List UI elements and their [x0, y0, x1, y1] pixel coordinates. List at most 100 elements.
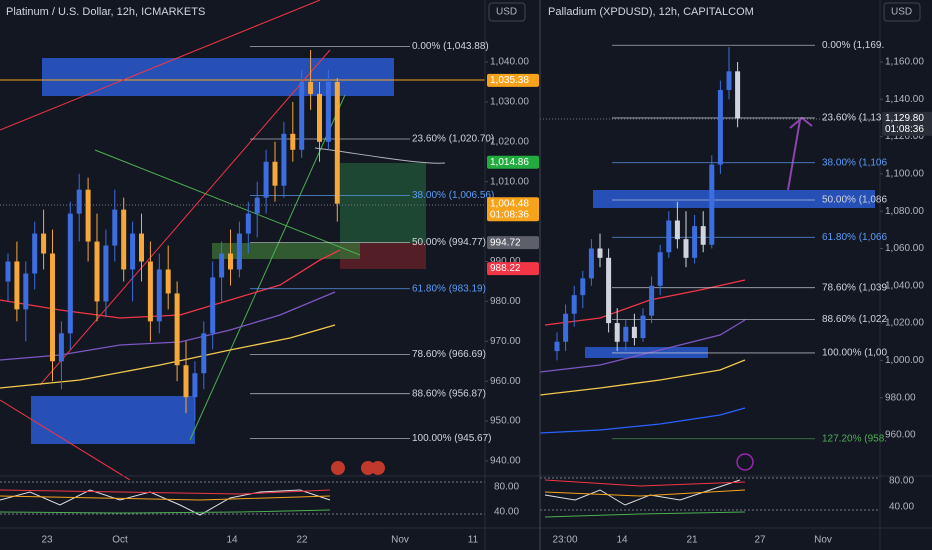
price-tick-label: 960.00	[490, 376, 521, 387]
price-tag-timer: 01:08:36	[885, 124, 924, 135]
price-tick-label: 1,000.00	[885, 355, 924, 366]
candle-body	[325, 81, 331, 142]
date-label: Oct	[112, 535, 128, 546]
candle-body	[85, 189, 91, 242]
price-tick-label: 1,060.00	[885, 243, 924, 254]
price-tag	[487, 236, 539, 250]
date-label: 14	[226, 535, 238, 546]
price-tag-label: 1,129.80	[885, 113, 924, 124]
price-tick-label: 940.00	[490, 456, 521, 467]
currency[interactable]: USD	[891, 7, 912, 18]
oscillators	[0, 475, 932, 529]
candle-body	[183, 365, 189, 398]
candle-body	[219, 253, 225, 278]
candle-body	[571, 295, 577, 314]
currency[interactable]: USD	[496, 7, 517, 18]
candle-body	[210, 277, 216, 334]
candle-body	[272, 161, 278, 186]
candle-body	[674, 220, 680, 240]
panel-title: Palladium (XPDUSD), 12h, CAPITALCOM	[548, 6, 754, 18]
candle-body	[130, 233, 136, 270]
fib-label: 78.60% (1,039	[822, 282, 887, 293]
fib-label: 127.20% (958.	[822, 433, 887, 444]
candle-body	[245, 213, 251, 234]
fib-label: 100.00% (945.67)	[412, 433, 492, 444]
candle-body	[623, 326, 629, 342]
candle-body	[709, 164, 715, 245]
candle-body	[717, 89, 723, 165]
candle-body	[228, 253, 233, 270]
candle-body	[290, 133, 296, 150]
price-tick-label: 1,160.00	[885, 57, 924, 68]
fib-label: 88.60% (1,022	[822, 314, 887, 325]
date-label: Nov	[391, 535, 409, 546]
candle-body	[112, 209, 118, 246]
candle-body	[683, 239, 689, 258]
candle-body	[299, 81, 305, 150]
candle-body	[640, 315, 646, 339]
candle-body	[67, 213, 73, 334]
candle-body	[14, 261, 20, 310]
candle-body	[236, 233, 242, 270]
candle-body	[563, 313, 569, 342]
date-label: 22	[296, 535, 308, 546]
price-tick-label: 970.00	[490, 336, 521, 347]
price-tick-label: 980.00	[885, 392, 916, 403]
candle-body	[308, 81, 314, 94]
panel-title: Platinum / U.S. Dollar, 12h, ICMARKETS	[6, 6, 205, 18]
date-label: 27	[754, 535, 766, 546]
candle-body	[649, 285, 655, 316]
candle-body	[254, 197, 260, 214]
candle-body	[606, 257, 612, 324]
price-tick-label: 1,120.00	[885, 131, 924, 142]
fib-label: 0.00% (1,169.	[822, 40, 884, 51]
price-tag	[487, 155, 539, 169]
candle-body	[147, 261, 153, 322]
osc-tick-label: 80.00	[889, 476, 914, 487]
date-label: 21	[686, 535, 698, 546]
price-tag-label: 1,035.38	[490, 75, 529, 86]
candle-body	[5, 261, 11, 282]
date-label: 14	[616, 535, 628, 546]
price-tick-label: 1,010.00	[490, 176, 529, 187]
fib-label: 38.00% (1,106	[822, 157, 887, 168]
candle-body	[692, 226, 698, 258]
osc-tick-label: 80.00	[494, 482, 519, 493]
candle-body	[317, 93, 322, 142]
price-tick-label: 1,040.00	[885, 280, 924, 291]
price-tick-label: 1,020.00	[490, 136, 529, 147]
right-drawings	[539, 116, 880, 471]
candle-body	[657, 252, 663, 286]
fib-label: 88.60% (956.87)	[412, 388, 486, 399]
candle-body	[726, 71, 732, 90]
currency-box[interactable]	[883, 2, 921, 22]
price-tick-label: 990.00	[490, 256, 521, 267]
candle-body	[139, 233, 144, 262]
price-tag-timer: 01:08:36	[490, 209, 529, 220]
price-tick-label: 1,020.00	[885, 318, 924, 329]
candle-body	[165, 269, 171, 294]
date-label: 11	[468, 535, 479, 546]
price-tag	[487, 73, 539, 87]
date-label: Nov	[814, 535, 832, 546]
candle-body	[588, 248, 594, 279]
price-tick-label: 1,080.00	[885, 206, 924, 217]
fib-label: 23.60% (1,020.70)	[412, 134, 494, 145]
fib-label: 23.60% (1,130	[822, 113, 887, 124]
currency-box[interactable]	[488, 2, 526, 22]
candle-body	[614, 323, 620, 342]
price-tick-label: 1,100.00	[885, 169, 924, 180]
date-label: 23:00	[552, 535, 577, 546]
fib-label: 38.00% (1,006.56)	[412, 190, 494, 201]
candle-body	[700, 226, 706, 245]
price-tag	[487, 197, 539, 222]
osc-tick-label: 40.00	[889, 502, 914, 513]
candle-body	[281, 133, 287, 186]
candle-body	[597, 248, 603, 258]
fib-label: 61.80% (983.19)	[412, 283, 486, 294]
candle-body	[334, 81, 340, 204]
fib-label: 0.00% (1,043.88)	[412, 41, 489, 52]
date-label: 23	[41, 535, 53, 546]
price-tick-label: 1,140.00	[885, 94, 924, 105]
